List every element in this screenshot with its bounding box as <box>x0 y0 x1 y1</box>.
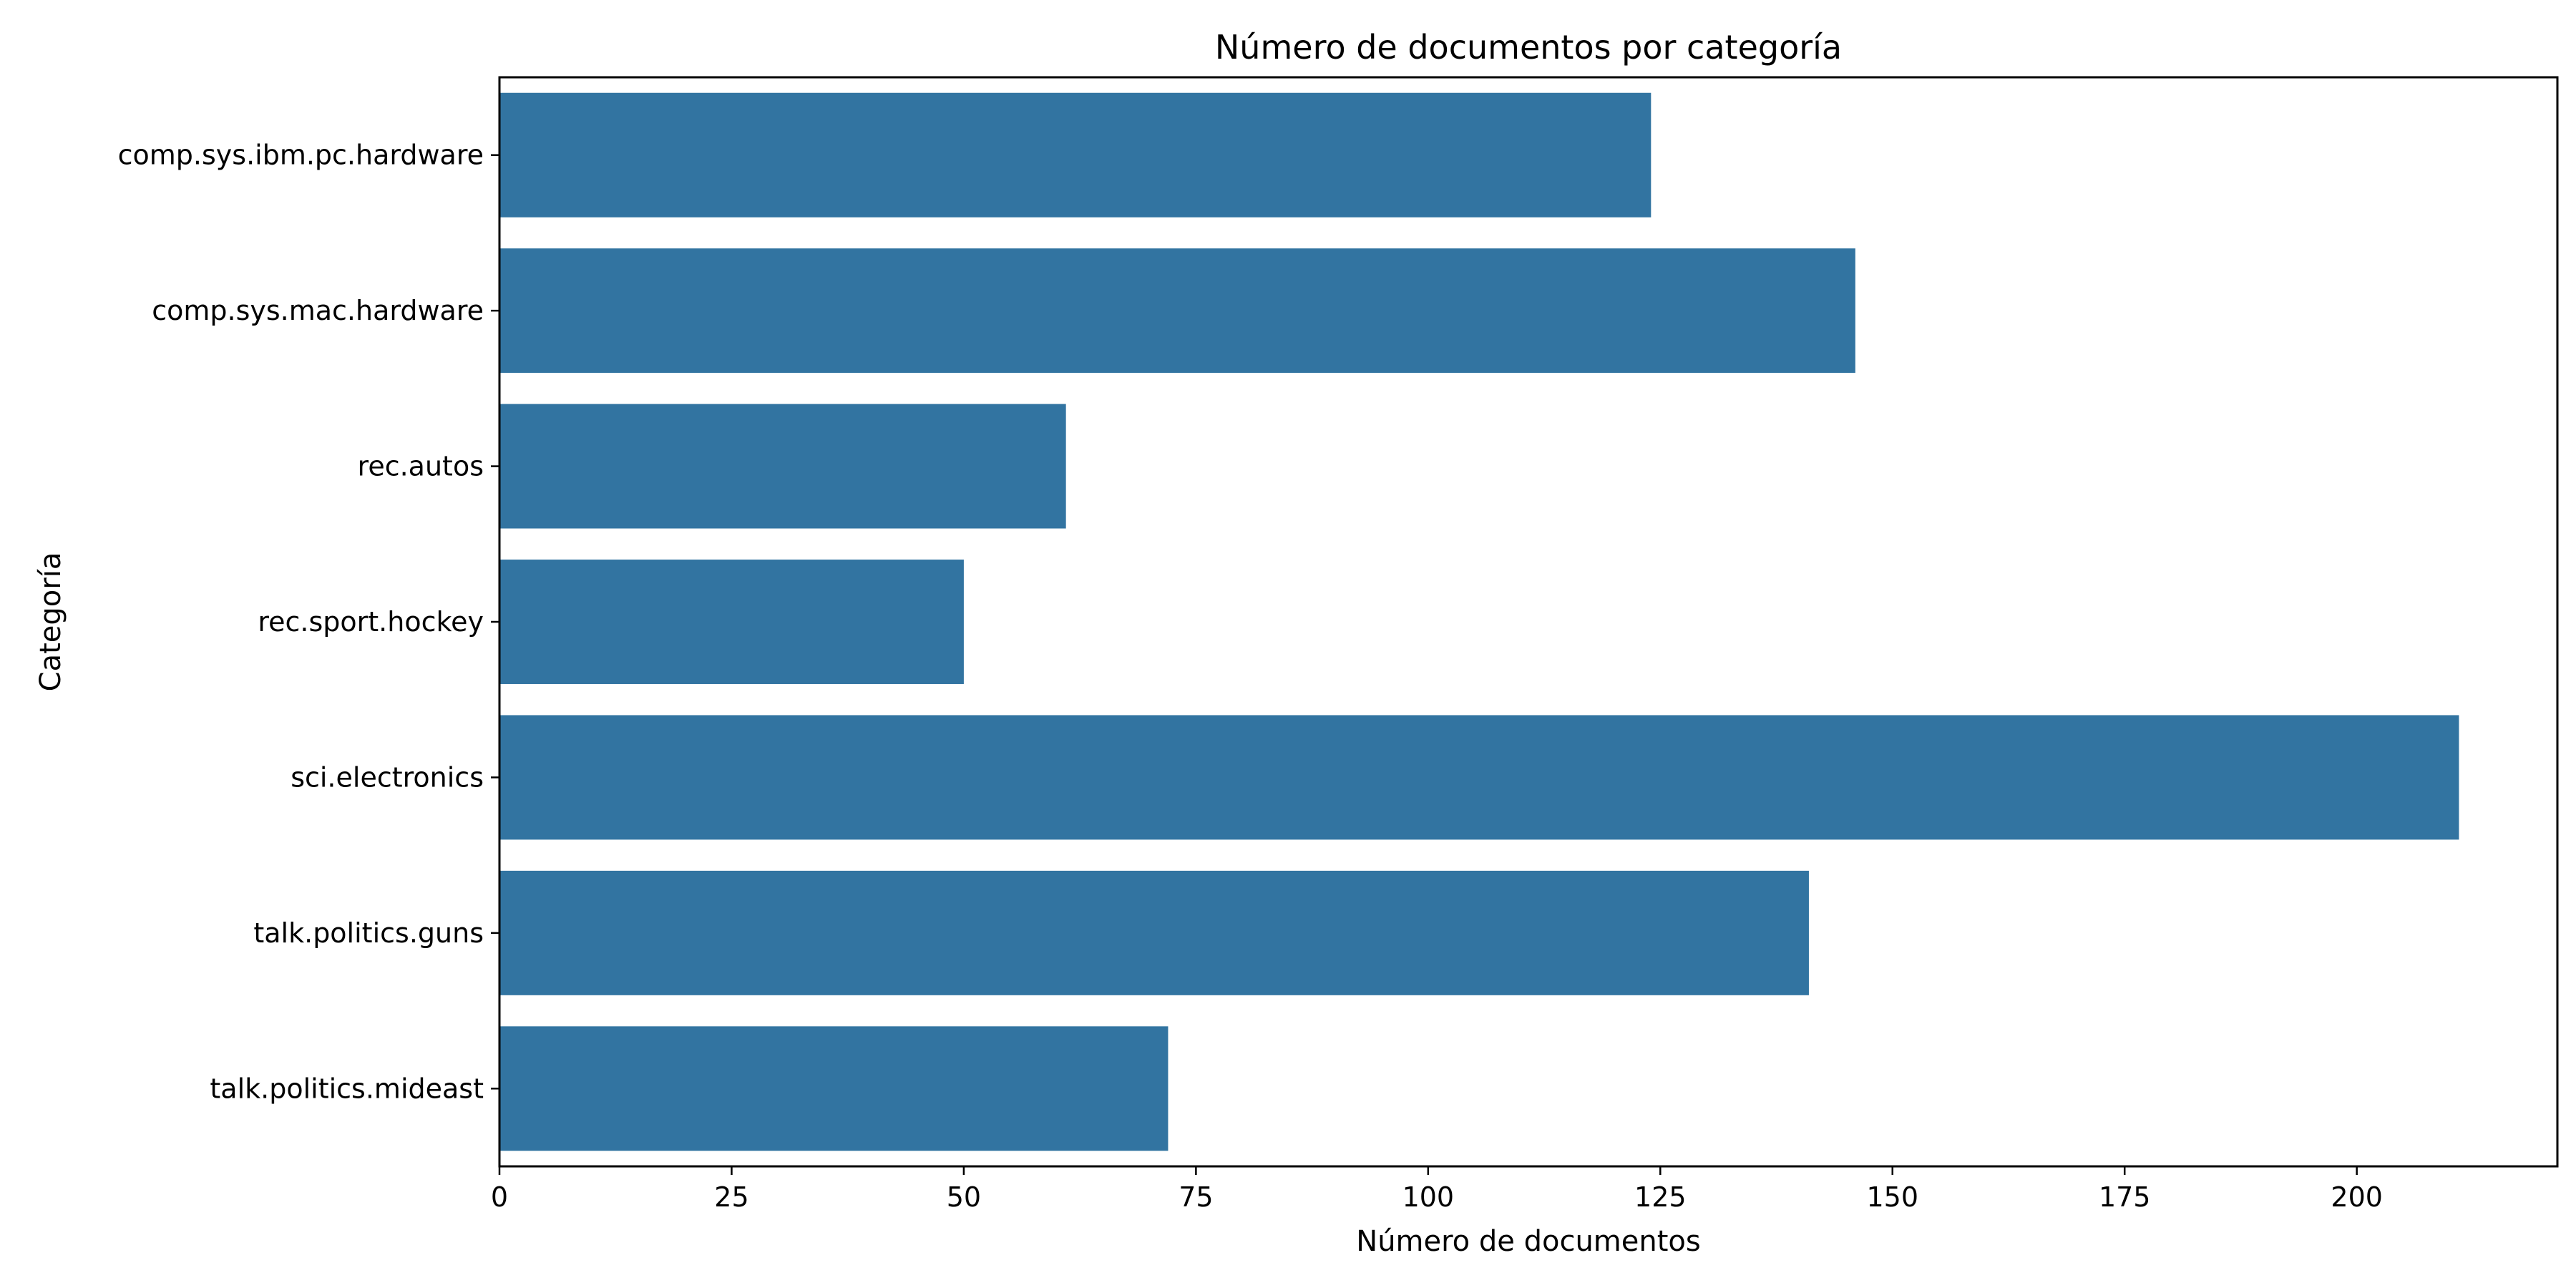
x-tick-label: 100 <box>1402 1181 1455 1213</box>
x-tick-label: 125 <box>1634 1181 1687 1213</box>
y-axis-ticks: comp.sys.ibm.pc.hardware comp.sys.mac.har… <box>118 140 499 1104</box>
x-tick-label: 150 <box>1866 1181 1918 1213</box>
x-tick-label: 175 <box>2099 1181 2151 1213</box>
x-tick-label: 75 <box>1179 1181 1213 1213</box>
bar-rec.autos <box>499 404 1066 529</box>
x-tick-label: 25 <box>714 1181 748 1213</box>
y-axis-label: Categoría <box>34 552 67 692</box>
bar-comp.sys.ibm.pc.hardware <box>499 92 1652 218</box>
bar-rec.sport.hockey <box>499 560 964 684</box>
y-tick-label: talk.politics.mideast <box>210 1073 484 1104</box>
chart-title: Número de documentos por categoría <box>1215 28 1842 67</box>
y-tick-label: talk.politics.guns <box>253 917 484 949</box>
y-tick-label: comp.sys.ibm.pc.hardware <box>118 140 484 171</box>
y-tick-label: rec.sport.hockey <box>258 606 484 638</box>
bar-sci.electronics <box>499 715 2459 840</box>
x-tick-label: 0 <box>491 1181 508 1213</box>
y-tick-label: sci.electronics <box>291 761 484 793</box>
bars-group <box>499 92 2459 1151</box>
x-axis-label: Número de documentos <box>1356 1225 1700 1258</box>
bar-comp.sys.mac.hardware <box>499 248 1855 374</box>
bar-talk.politics.mideast <box>499 1026 1169 1151</box>
y-tick-label: rec.autos <box>358 451 484 482</box>
y-tick-label: comp.sys.mac.hardware <box>152 295 484 326</box>
bar-talk.politics.guns <box>499 870 1809 995</box>
x-tick-label: 50 <box>947 1181 981 1213</box>
x-tick-label: 200 <box>2331 1181 2383 1213</box>
x-axis-ticks: 0 25 50 75 100 125 150 175 200 <box>491 1166 2383 1213</box>
